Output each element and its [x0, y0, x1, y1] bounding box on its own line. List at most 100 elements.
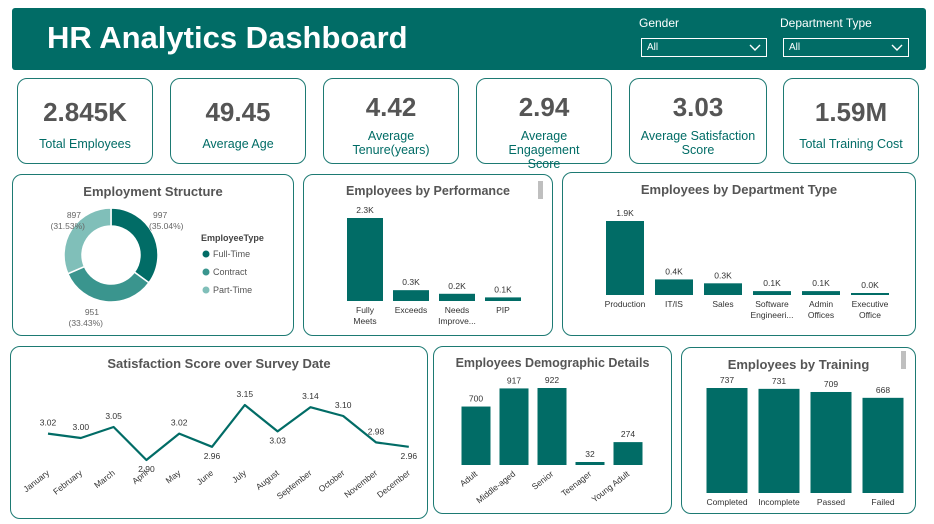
x-tick-label: Production [605, 299, 646, 309]
x-tick-label: June [195, 468, 216, 487]
bar-data-label: 2.3K [356, 205, 374, 215]
satisfaction-panel: Satisfaction Score over Survey Date 3.02… [10, 346, 428, 519]
gender-filter-label: Gender [639, 16, 680, 30]
bar-data-label: 0.2K [448, 281, 466, 291]
x-tick-label: October [316, 468, 346, 495]
legend-title: EmployeeType [201, 233, 264, 243]
kpi-label: Total Employees [39, 137, 131, 151]
gender-filter-value: All [647, 42, 659, 53]
employment-structure-panel: Employment Structure 997 (35.04%) 951 (33.4… [12, 174, 294, 336]
x-tick-label: Fully [356, 305, 375, 315]
department-panel: Employees by Department Type 1.9K Product… [562, 172, 916, 336]
bar-data-label: 0.1K [763, 278, 781, 288]
x-tick-label: November [342, 468, 379, 500]
page-title: HR Analytics Dashboard [47, 20, 408, 55]
bar [439, 293, 475, 301]
x-tick-label: Teenager [559, 469, 593, 499]
department-filter-dropdown[interactable]: All [783, 38, 909, 57]
dashboard-header: HR Analytics Dashboard Gender All Depart… [12, 8, 926, 70]
x-tick-label: Incomplete [758, 497, 800, 507]
kpi-label: Average Age [202, 137, 274, 151]
bar [706, 388, 748, 493]
bar-data-label: 32 [585, 449, 595, 459]
department-filter-label: Department Type [780, 16, 872, 30]
department-chart: 1.9K Production 0.4K IT/IS 0.3K Sales 0.1K Soft… [605, 208, 889, 320]
x-tick-label: Admin [809, 299, 833, 309]
bar [613, 442, 643, 465]
x-tick-label: January [21, 467, 52, 494]
bar [393, 290, 429, 301]
gender-filter-dropdown[interactable]: All [641, 38, 767, 57]
panel-title: Employees by Department Type [640, 182, 838, 197]
training-chart: 737 Completed 731 Incomplete 709 Passed 668 Fai… [706, 375, 904, 507]
panel-title: Employees by Performance [346, 184, 510, 198]
point-data-label: 3.05 [105, 411, 122, 421]
bar-data-label: 0.3K [714, 270, 732, 280]
x-tick-label: July [230, 467, 249, 485]
bar-data-label: 1.9K [616, 208, 634, 218]
kpi-card-total-employees: 2.845K Total Employees [17, 78, 153, 164]
point-data-label: 3.15 [237, 389, 254, 399]
bar [537, 388, 567, 465]
kpi-value: 2.845K [43, 97, 127, 127]
x-tick-label: Sales [712, 299, 733, 309]
x-tick-label: Passed [817, 497, 846, 507]
donut-percent-label: (35.04%) [149, 221, 184, 231]
bar-data-label: 700 [469, 394, 483, 404]
x-tick-label: Offices [808, 310, 834, 320]
point-data-label: 3.02 [171, 418, 188, 428]
kpi-value: 1.59M [814, 97, 888, 127]
kpi-value: 49.45 [205, 97, 271, 127]
training-panel: Employees by Training 737 Completed 731 Inc… [681, 347, 916, 514]
panel-title: Employees Demographic Details [455, 356, 650, 370]
bar [575, 462, 605, 465]
point-data-label: 3.02 [40, 418, 57, 428]
x-tick-label: IT/IS [665, 299, 683, 309]
bar [606, 221, 644, 295]
legend-item-part-time: Part-Time [213, 285, 252, 295]
legend-marker [202, 286, 210, 294]
legend-marker [202, 268, 210, 276]
point-data-label: 3.14 [302, 391, 319, 401]
kpi-value: 2.94 [518, 92, 570, 122]
scrollbar[interactable] [901, 351, 906, 369]
kpi-label: Total Training Cost [799, 137, 903, 151]
bar [862, 397, 904, 493]
panel-title: Employees by Training [727, 357, 870, 372]
x-tick-label: Office [859, 310, 881, 320]
point-data-label: 3.03 [269, 435, 286, 445]
kpi-label: Average Satisfaction Score [640, 129, 756, 157]
x-tick-label: Adult [458, 468, 480, 488]
kpi-value: 3.03 [672, 92, 724, 122]
x-tick-label: August [254, 467, 282, 492]
bar-data-label: 917 [507, 375, 521, 385]
x-tick-label: Engineeri... [751, 310, 794, 320]
panel-title: Satisfaction Score over Survey Date [107, 356, 331, 371]
kpi-label: Average Engagement Score [508, 129, 580, 171]
kpi-card-average-tenure: 4.42 Average Tenure(years) [323, 78, 459, 164]
legend-item-full-time: Full-Time [213, 249, 250, 259]
x-tick-label: Middle-aged [474, 469, 517, 506]
series-line [47, 403, 409, 462]
chevron-down-icon [891, 44, 903, 51]
chevron-down-icon [749, 44, 761, 51]
kpi-value: 4.42 [365, 92, 417, 122]
point-data-label: 3.00 [73, 422, 90, 432]
department-filter-value: All [789, 42, 801, 53]
x-tick-label: Failed [871, 497, 894, 507]
employment-structure-chart: 997(35.04%) 951(33.43%) 897(31.53%) Employe… [51, 207, 264, 328]
bar-data-label: 922 [545, 375, 559, 385]
kpi-card-average-age: 49.45 Average Age [170, 78, 306, 164]
x-tick-label: February [51, 467, 85, 496]
bar [851, 293, 889, 295]
bar [655, 279, 693, 295]
bar [810, 391, 852, 493]
point-data-label: 2.90 [138, 464, 155, 474]
x-tick-label: Meets [353, 316, 376, 326]
x-tick-label: December [375, 468, 412, 500]
legend-marker [202, 250, 210, 258]
scrollbar[interactable] [538, 181, 543, 199]
x-tick-label: Young Adult [590, 468, 632, 504]
bar [499, 388, 529, 465]
